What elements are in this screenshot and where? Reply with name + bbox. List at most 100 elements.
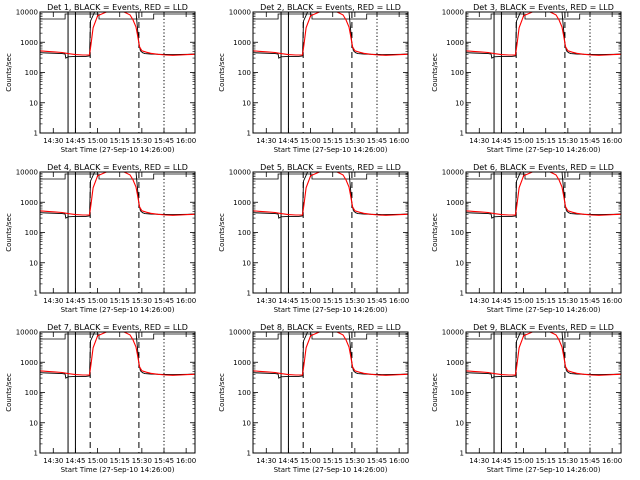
y-tick-label: 1: [460, 450, 464, 458]
y-tick-label: 1000: [446, 359, 464, 367]
y-tick-label: 100: [238, 389, 251, 397]
state-bar: [466, 13, 621, 20]
y-tick-label: 10: [455, 259, 464, 267]
panel-det-4: Det 4, BLACK = Events, RED = LLD Counts/s…: [5, 163, 196, 314]
y-tick-label: 10: [455, 99, 464, 107]
x-tick-label: 14:30: [256, 137, 276, 145]
x-tick-label: 15:45: [367, 137, 387, 145]
y-axis-label: Counts/sec: [218, 373, 226, 412]
y-tick-label: 10: [29, 259, 38, 267]
panel-title: Det 6, BLACK = Events, RED = LLD: [473, 163, 614, 172]
x-tick-label: 14:45: [65, 457, 85, 465]
plot-frame: [39, 11, 196, 134]
y-tick-label: 1000: [233, 39, 251, 47]
x-tick-label: 14:30: [469, 297, 489, 305]
y-tick-label: 10: [29, 99, 38, 107]
x-tick-label: 15:30: [558, 137, 578, 145]
x-tick-label: 15:15: [536, 137, 556, 145]
x-axis-label: Start Time (27-Sep-10 14:26:00): [487, 146, 601, 154]
x-tick-label: 16:00: [602, 457, 622, 465]
x-tick-label: 15:30: [345, 137, 365, 145]
plot-frame: [465, 171, 622, 294]
x-tick-label: 14:30: [469, 137, 489, 145]
x-tick-label: 16:00: [389, 137, 409, 145]
panel-det-6: Det 6, BLACK = Events, RED = LLD Counts/s…: [431, 163, 622, 314]
plot-area: [253, 12, 408, 133]
x-tick-label: 15:30: [132, 137, 152, 145]
y-axis-label: Counts/sec: [5, 53, 13, 92]
series-line-lld: [40, 332, 195, 376]
y-tick-label: 1000: [20, 359, 38, 367]
plot-frame: [465, 331, 622, 454]
x-tick-label: 16:00: [389, 297, 409, 305]
y-tick-label: 100: [451, 389, 464, 397]
x-tick-label: 14:45: [278, 297, 298, 305]
panel-title: Det 3, BLACK = Events, RED = LLD: [473, 3, 614, 12]
plot-area: [466, 332, 621, 453]
x-tick-label: 14:45: [65, 137, 85, 145]
y-tick-label: 1: [34, 290, 38, 298]
x-tick-label: 15:00: [87, 457, 107, 465]
x-tick-label: 15:45: [367, 457, 387, 465]
plot-frame: [465, 11, 622, 134]
state-bar: [253, 333, 408, 340]
x-tick-label: 14:45: [491, 457, 511, 465]
x-tick-label: 15:45: [367, 297, 387, 305]
panel-det-3: Det 3, BLACK = Events, RED = LLD Counts/s…: [431, 3, 622, 154]
y-tick-label: 10000: [16, 329, 38, 337]
y-tick-label: 1000: [233, 359, 251, 367]
y-axis-label: Counts/sec: [431, 53, 439, 92]
x-tick-label: 15:15: [110, 457, 130, 465]
series-line-lld: [466, 12, 621, 56]
x-tick-label: 15:00: [87, 137, 107, 145]
x-tick-label: 15:30: [132, 297, 152, 305]
plot-area: [253, 332, 408, 453]
y-tick-label: 10000: [442, 169, 464, 177]
x-tick-label: 16:00: [602, 137, 622, 145]
y-tick-label: 10000: [16, 9, 38, 17]
x-axis-label: Start Time (27-Sep-10 14:26:00): [61, 306, 175, 314]
y-axis-label: Counts/sec: [218, 213, 226, 252]
x-tick-label: 15:45: [154, 457, 174, 465]
y-tick-label: 10000: [229, 169, 251, 177]
y-tick-label: 100: [25, 389, 38, 397]
x-tick-label: 14:30: [256, 297, 276, 305]
panel-det-2: Det 2, BLACK = Events, RED = LLD Counts/s…: [218, 3, 409, 154]
x-tick-label: 15:15: [110, 137, 130, 145]
y-tick-label: 10000: [229, 9, 251, 17]
x-tick-label: 16:00: [176, 457, 196, 465]
x-tick-label: 15:45: [154, 137, 174, 145]
y-tick-label: 1: [460, 130, 464, 138]
state-bar: [253, 173, 408, 180]
series-line-lld: [253, 332, 408, 376]
x-axis-label: Start Time (27-Sep-10 14:26:00): [61, 146, 175, 154]
series-line-lld: [466, 172, 621, 216]
x-tick-label: 15:00: [300, 137, 320, 145]
panel-title: Det 4, BLACK = Events, RED = LLD: [47, 163, 188, 172]
y-tick-label: 1: [34, 450, 38, 458]
x-tick-label: 14:45: [65, 297, 85, 305]
panel-det-7: Det 7, BLACK = Events, RED = LLD Counts/s…: [5, 323, 196, 474]
panel-title: Det 1, BLACK = Events, RED = LLD: [47, 3, 188, 12]
x-axis-label: Start Time (27-Sep-10 14:26:00): [487, 466, 601, 474]
y-tick-label: 1000: [446, 199, 464, 207]
x-tick-label: 15:15: [323, 137, 343, 145]
x-tick-label: 15:00: [300, 297, 320, 305]
x-tick-label: 15:00: [87, 297, 107, 305]
y-axis-label: Counts/sec: [431, 373, 439, 412]
x-tick-label: 15:30: [345, 297, 365, 305]
x-tick-label: 15:15: [110, 297, 130, 305]
x-tick-label: 15:00: [513, 137, 533, 145]
panel-det-5: Det 5, BLACK = Events, RED = LLD Counts/s…: [218, 163, 409, 314]
series-line-lld: [253, 172, 408, 216]
x-tick-label: 16:00: [176, 297, 196, 305]
state-bar: [40, 13, 195, 20]
y-tick-label: 10: [29, 419, 38, 427]
y-tick-label: 1: [247, 450, 251, 458]
x-axis-label: Start Time (27-Sep-10 14:26:00): [274, 466, 388, 474]
panel-title: Det 5, BLACK = Events, RED = LLD: [260, 163, 401, 172]
state-bar: [466, 333, 621, 340]
y-tick-label: 10000: [442, 329, 464, 337]
x-tick-label: 15:15: [536, 457, 556, 465]
x-tick-label: 15:00: [513, 297, 533, 305]
